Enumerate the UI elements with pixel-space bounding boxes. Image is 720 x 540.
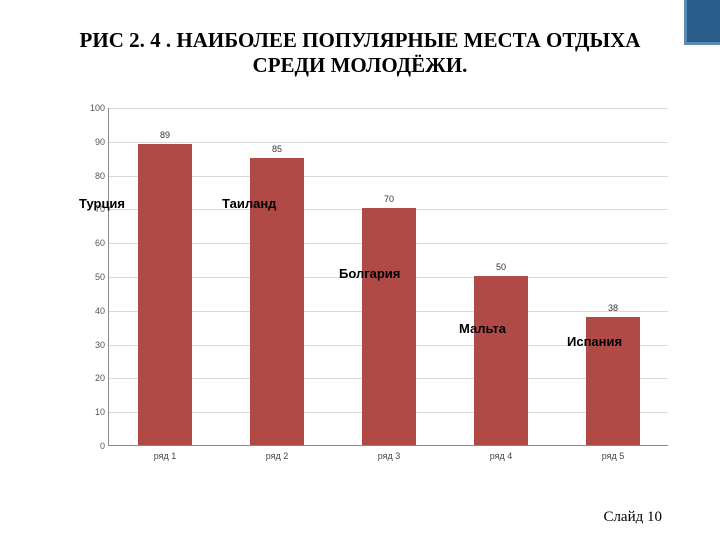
y-tick-label: 100 [79, 103, 105, 113]
y-tick-label: 50 [79, 272, 105, 282]
plot-area: 010203040506070809010089ряд 185ряд 270ря… [108, 108, 668, 446]
y-tick-label: 30 [79, 340, 105, 350]
y-tick-label: 0 [79, 441, 105, 451]
y-tick-label: 90 [79, 137, 105, 147]
y-tick-label: 10 [79, 407, 105, 417]
y-tick-label: 80 [79, 171, 105, 181]
bar-value-label: 50 [471, 262, 531, 272]
bar-value-label: 70 [359, 194, 419, 204]
y-tick-label: 20 [79, 373, 105, 383]
y-tick-label: 60 [79, 238, 105, 248]
bar: 50ряд 4 [474, 276, 528, 445]
y-tick-label: 40 [79, 306, 105, 316]
x-tick-label: ряд 2 [247, 451, 307, 461]
country-label: Испания [567, 334, 622, 349]
bar-value-label: 89 [135, 130, 195, 140]
x-tick-label: ряд 3 [359, 451, 419, 461]
country-label: Болгария [339, 266, 400, 281]
bar: 70ряд 3 [362, 208, 416, 445]
country-label: Мальта [459, 321, 506, 336]
gridline [109, 176, 668, 177]
gridline [109, 108, 668, 109]
x-tick-label: ряд 5 [583, 451, 643, 461]
chart-title: РИС 2. 4 . НАИБОЛЕЕ ПОПУЛЯРНЫЕ МЕСТА ОТД… [0, 0, 720, 90]
gridline [109, 142, 668, 143]
slide-number: Слайд 10 [603, 509, 662, 526]
country-label: Таиланд [222, 196, 276, 211]
bar: 89ряд 1 [138, 144, 192, 445]
bar-value-label: 38 [583, 303, 643, 313]
x-tick-label: ряд 1 [135, 451, 195, 461]
bar-chart: 010203040506070809010089ряд 185ряд 270ря… [78, 108, 668, 468]
country-label: Турция [79, 196, 125, 211]
corner-decoration [684, 0, 720, 45]
bar-value-label: 85 [247, 144, 307, 154]
x-tick-label: ряд 4 [471, 451, 531, 461]
